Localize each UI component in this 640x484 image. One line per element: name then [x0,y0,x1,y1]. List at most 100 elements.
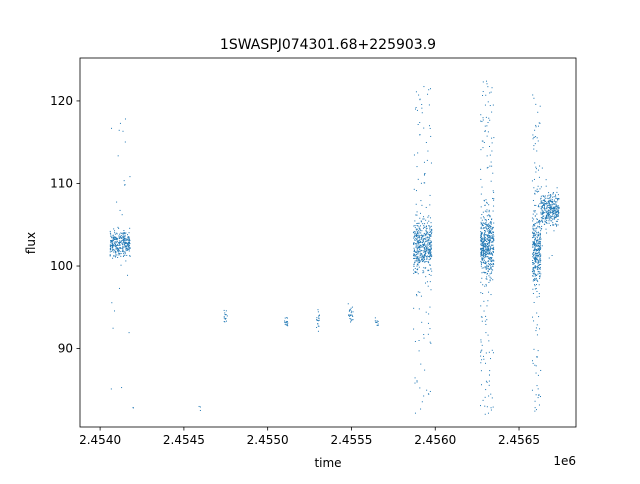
data-point [127,236,129,238]
data-point [430,222,432,224]
data-point [540,213,542,215]
data-point [484,227,486,229]
data-point [491,232,493,234]
data-point [129,238,131,240]
data-point [484,262,486,264]
data-point [554,212,556,214]
data-point [123,235,125,237]
data-point [416,240,418,242]
data-point [430,342,432,344]
data-point [413,231,415,233]
data-point [490,232,492,234]
data-point [427,251,429,253]
data-point [539,203,541,205]
data-point [492,172,494,174]
data-point [428,259,430,261]
data-point [489,257,491,259]
data-point [429,328,431,330]
data-point [557,215,559,217]
data-point [539,248,541,250]
data-point [542,213,544,215]
data-point [541,200,543,202]
data-point [425,244,427,246]
data-point [421,103,423,105]
data-point [112,257,114,259]
data-point [489,222,491,224]
data-point [532,220,534,222]
data-point [124,244,126,246]
data-point [423,216,425,218]
data-point [532,134,534,136]
data-point [539,234,541,236]
data-point [417,235,419,237]
data-point [550,204,552,206]
data-point [557,208,559,210]
data-point [420,244,422,246]
data-point [429,231,431,233]
data-point [127,249,129,251]
data-point [535,233,537,235]
data-point [416,214,418,216]
data-point [423,225,425,227]
data-point [480,114,482,116]
data-point [539,266,541,268]
data-point [536,255,538,257]
data-point [481,252,483,254]
data-point [538,251,540,253]
data-point [425,260,427,262]
data-point [535,248,537,250]
data-point [536,239,538,241]
data-point [420,295,422,297]
data-point [489,225,491,227]
data-point [487,242,489,244]
data-point [488,231,490,233]
data-point [488,225,490,227]
data-point [419,99,421,101]
data-point [121,243,123,245]
data-point [349,318,351,320]
data-point [414,251,416,253]
data-point [535,266,537,268]
data-point [112,234,114,236]
data-point [482,241,484,243]
data-point [487,247,489,249]
data-point [110,388,112,390]
data-point [352,316,354,317]
data-point [534,190,536,192]
data-point [538,176,540,178]
data-point [128,248,130,250]
data-point [129,247,131,249]
data-point [428,235,430,237]
data-point [417,253,419,255]
data-point [418,228,420,230]
data-point [546,207,548,209]
data-point [549,212,551,214]
data-point [491,349,493,351]
data-point [428,251,430,253]
data-point [488,232,490,234]
data-point [532,260,534,261]
data-point [425,251,427,253]
data-point [549,210,551,212]
data-point [485,252,487,254]
data-point [118,247,120,249]
data-point [418,244,420,246]
data-point [415,232,417,234]
data-point [532,241,534,243]
data-point [416,260,418,262]
data-point [549,196,551,198]
data-point [536,188,538,190]
data-point [535,259,537,261]
data-point [545,221,547,223]
data-point [122,242,124,244]
data-point [532,242,534,244]
data-point [425,233,427,235]
data-point [486,223,488,225]
data-point [423,243,425,245]
data-point [535,228,537,230]
data-point [557,198,559,200]
data-point [484,262,485,264]
data-point [421,257,423,259]
data-point [110,248,112,250]
